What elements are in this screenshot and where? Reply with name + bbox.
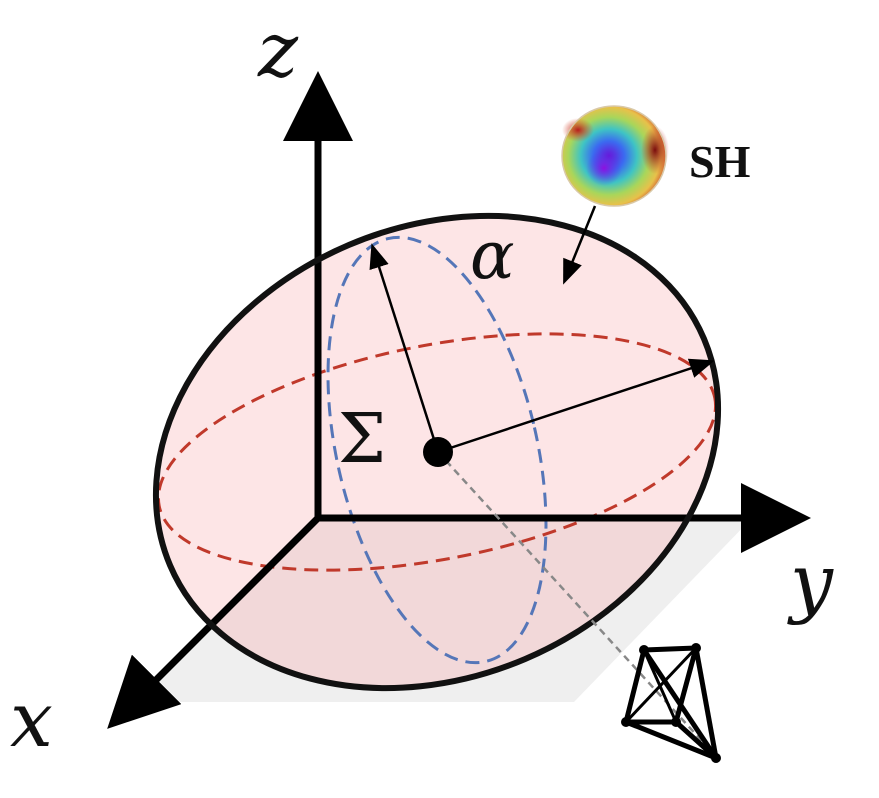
principal-axis-horizontal [437,358,715,454]
gaussian-center-point [423,437,453,467]
principal-axis-vertical [369,243,440,453]
camera-frustum-icon [623,645,719,761]
camera-vertices [621,643,721,763]
spherical-harmonics-sphere-icon [561,105,669,207]
y-axis-label: y [787,537,834,626]
opacity-label: α [470,217,515,294]
sh-pointer-arrow [563,205,597,285]
vertical-ellipse [326,235,548,665]
x-axis-label: x [10,675,53,764]
z-axis-label: z [257,5,299,94]
x-axis [107,513,323,729]
sh-label: SH [689,136,751,187]
ellipsoid-outline [152,212,722,692]
covariance-label: Σ [338,400,386,479]
